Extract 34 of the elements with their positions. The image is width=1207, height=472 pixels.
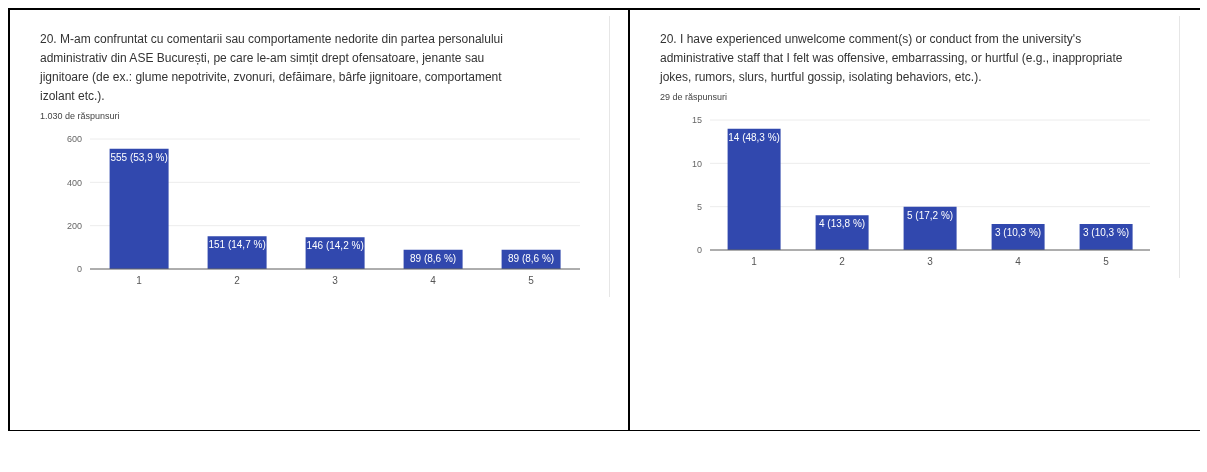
x-tick-label: 5 — [1103, 256, 1110, 268]
x-tick-label: 2 — [234, 275, 241, 287]
x-tick-label: 1 — [136, 275, 143, 287]
bar — [727, 128, 781, 250]
bar — [109, 148, 169, 269]
data-label: 5 (17,2 %) — [907, 209, 954, 221]
chart-title: 20. I have experienced unwelcome comment(s) or conduct from the university's administrative staff that I felt was offensive, embarrassing, or hurtful (e.g., inappropriate jokes, rumors, slurs, hurtful gossip, isolating behaviors, etc.). — [660, 31, 1124, 86]
y-tick-label: 200 — [66, 220, 82, 231]
data-label: 146 (14,2 %) — [306, 240, 364, 252]
x-tick-label: 2 — [839, 256, 846, 268]
data-label: 14 (48,3 %) — [728, 131, 780, 143]
chart-subtitle: 29 de răspunsuri — [660, 92, 729, 102]
y-tick-label: 0 — [76, 264, 82, 275]
y-tick-label: 5 — [696, 201, 702, 212]
x-tick-label: 3 — [332, 275, 339, 287]
chart-subtitle: 1.030 de răspunsuri — [40, 111, 121, 121]
data-label: 89 (8,6 %) — [508, 252, 555, 264]
y-tick-label: 15 — [691, 115, 702, 126]
x-tick-label: 3 — [927, 256, 934, 268]
data-label: 3 (10,3 %) — [995, 227, 1042, 238]
data-label: 3 (10,3 %) — [1083, 227, 1130, 238]
chart-title: 20. M-am confruntat cu comentarii sau comportamente nedorite din partea personalului administrativ din ASE București, pe care le-am simțit drept ofensatoare, jenante sau jignitoare (de ex.: glume nepotrivite, zvonuri, defăimare, bârfe jignitoare, comportament izolant etc.). — [40, 31, 504, 105]
data-label: 555 (53,9 %) — [110, 151, 168, 163]
data-label: 4 (13,8 %) — [819, 218, 866, 230]
y-tick-label: 600 — [66, 134, 82, 145]
y-tick-label: 0 — [696, 245, 702, 256]
x-tick-label: 4 — [430, 275, 437, 287]
data-label: 151 (14,7 %) — [208, 239, 266, 251]
x-tick-label: 4 — [1015, 256, 1022, 268]
data-label: 89 (8,6 %) — [410, 252, 457, 264]
x-tick-label: 1 — [751, 256, 758, 268]
x-tick-label: 5 — [528, 275, 535, 287]
y-tick-label: 400 — [66, 177, 82, 188]
y-tick-label: 10 — [691, 158, 702, 169]
